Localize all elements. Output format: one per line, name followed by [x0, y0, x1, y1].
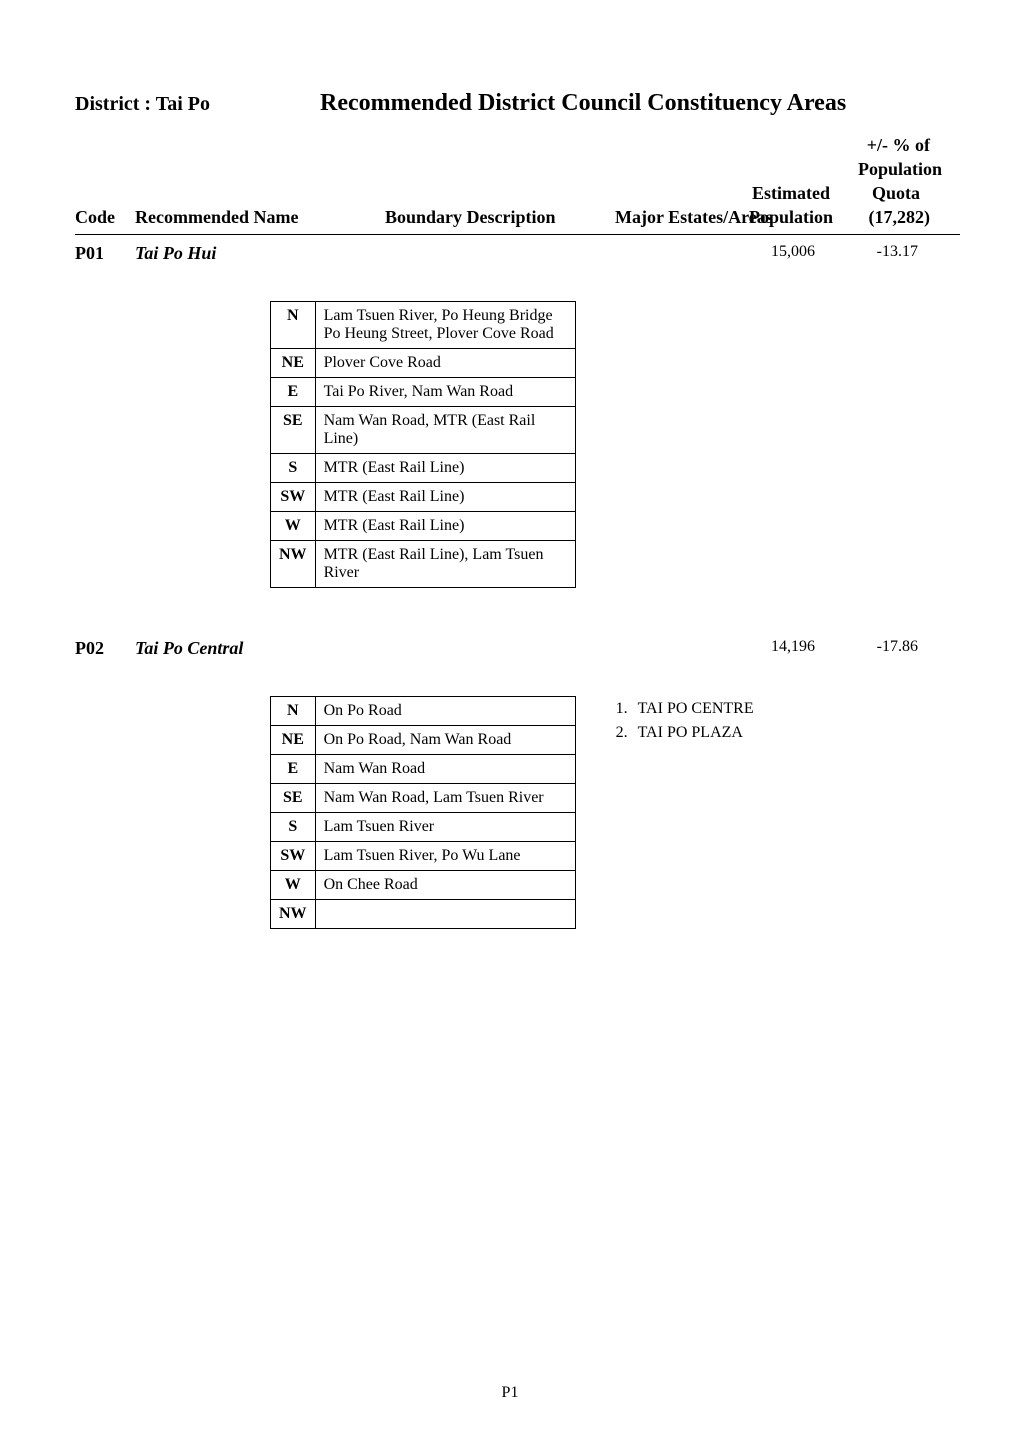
- boundary-row: SLam Tsuen River: [271, 813, 576, 842]
- boundary-description: Plover Cove Road: [315, 349, 575, 378]
- constituency-name: Tai Po Central: [135, 638, 243, 659]
- constituency-block: P02 Tai Po Central 14,196 -17.86 NOn Po Road…: [75, 638, 960, 929]
- boundary-row: SWMTR (East Rail Line): [271, 483, 576, 512]
- constituency-name: Tai Po Hui: [135, 243, 216, 264]
- boundary-description: Nam Wan Road, MTR (East Rail Line): [315, 407, 575, 454]
- header-row: District : Tai Po Recommended District C…: [75, 90, 960, 117]
- constituency-pct: -13.17: [877, 243, 918, 261]
- boundary-direction: SW: [271, 483, 316, 512]
- boundary-direction: E: [271, 755, 316, 784]
- constituency-header: P02 Tai Po Central 14,196 -17.86: [75, 638, 960, 666]
- boundary-description: MTR (East Rail Line), Lam Tsuen River: [315, 541, 575, 588]
- boundary-direction: NW: [271, 541, 316, 588]
- boundary-row: WOn Chee Road: [271, 871, 576, 900]
- boundary-direction: NE: [271, 726, 316, 755]
- column-headers: +/- % of Population Estimated Quota Code…: [75, 135, 960, 235]
- boundary-description: Lam Tsuen River: [315, 813, 575, 842]
- boundary-row: NWMTR (East Rail Line), Lam Tsuen River: [271, 541, 576, 588]
- boundary-direction: W: [271, 871, 316, 900]
- boundary-direction: SW: [271, 842, 316, 871]
- boundary-description: Tai Po River, Nam Wan Road: [315, 378, 575, 407]
- header-estimated: Estimated: [752, 183, 830, 204]
- boundary-row: SENam Wan Road, Lam Tsuen River: [271, 784, 576, 813]
- district-label: District : Tai Po: [75, 93, 210, 116]
- page-number: P1: [0, 1384, 1020, 1402]
- boundary-row: NEPlover Cove Road: [271, 349, 576, 378]
- boundary-row: NOn Po Road: [271, 697, 576, 726]
- boundary-direction: N: [271, 302, 316, 349]
- estate-name: TAI PO PLAZA: [638, 724, 743, 742]
- constituencies-container: P01Tai Po Hui15,006-13.17NLam Tsuen Rive…: [75, 243, 960, 929]
- constituency-population: 15,006: [771, 243, 815, 261]
- boundary-description: [315, 900, 575, 929]
- estate-number: 1.: [616, 700, 638, 718]
- boundary-description: Lam Tsuen River, Po Heung BridgePo Heung…: [315, 302, 575, 349]
- estate-row: 2.TAI PO PLAZA: [616, 724, 754, 742]
- boundary-direction: NW: [271, 900, 316, 929]
- boundary-description: On Po Road: [315, 697, 575, 726]
- header-quota-value: (17,282): [869, 207, 931, 228]
- boundary-description: On Chee Road: [315, 871, 575, 900]
- boundary-row: ENam Wan Road: [271, 755, 576, 784]
- boundary-direction: SE: [271, 784, 316, 813]
- boundary-description: Nam Wan Road: [315, 755, 575, 784]
- estate-number: 2.: [616, 724, 638, 742]
- constituency-population: 14,196: [771, 638, 815, 656]
- boundary-direction: N: [271, 697, 316, 726]
- boundary-description: MTR (East Rail Line): [315, 512, 575, 541]
- header-code: Code: [75, 207, 115, 228]
- header-name: Recommended Name: [135, 207, 298, 228]
- constituency-code: P02: [75, 638, 104, 659]
- boundary-row: ETai Po River, Nam Wan Road: [271, 378, 576, 407]
- header-boundary: Boundary Description: [385, 207, 556, 228]
- boundary-table: NLam Tsuen River, Po Heung BridgePo Heun…: [270, 301, 576, 588]
- boundary-description: Nam Wan Road, Lam Tsuen River: [315, 784, 575, 813]
- boundary-direction: S: [271, 813, 316, 842]
- boundary-direction: W: [271, 512, 316, 541]
- boundary-row: NEOn Po Road, Nam Wan Road: [271, 726, 576, 755]
- constituency-body: NOn Po RoadNEOn Po Road, Nam Wan RoadENa…: [270, 696, 960, 929]
- constituency-code: P01: [75, 243, 104, 264]
- estates-column: 1.TAI PO CENTRE2.TAI PO PLAZA: [616, 696, 754, 748]
- header-population: Population: [858, 159, 942, 180]
- boundary-direction: S: [271, 454, 316, 483]
- boundary-description: MTR (East Rail Line): [315, 454, 575, 483]
- boundary-description: On Po Road, Nam Wan Road: [315, 726, 575, 755]
- boundary-row: WMTR (East Rail Line): [271, 512, 576, 541]
- constituency-block: P01 Tai Po Hui 15,006 -13.17 NLam Tsuen Rive…: [75, 243, 960, 588]
- boundary-row: SWLam Tsuen River, Po Wu Lane: [271, 842, 576, 871]
- boundary-table: NOn Po RoadNEOn Po Road, Nam Wan RoadENa…: [270, 696, 576, 929]
- constituency-body: NLam Tsuen River, Po Heung BridgePo Heun…: [270, 301, 960, 588]
- boundary-direction: SE: [271, 407, 316, 454]
- estate-row: 1.TAI PO CENTRE: [616, 700, 754, 718]
- boundary-description: Lam Tsuen River, Po Wu Lane: [315, 842, 575, 871]
- boundary-direction: E: [271, 378, 316, 407]
- boundary-row: NLam Tsuen River, Po Heung BridgePo Heun…: [271, 302, 576, 349]
- estate-name: TAI PO CENTRE: [638, 700, 754, 718]
- header-pct-of: +/- % of: [867, 135, 930, 156]
- constituency-pct: -17.86: [877, 638, 918, 656]
- main-title: Recommended District Council Constituenc…: [320, 90, 846, 117]
- boundary-direction: NE: [271, 349, 316, 378]
- constituency-header: P01 Tai Po Hui 15,006 -13.17: [75, 243, 960, 271]
- header-est-population: Population: [749, 207, 833, 228]
- header-quota: Quota: [872, 183, 920, 204]
- boundary-row: SMTR (East Rail Line): [271, 454, 576, 483]
- boundary-row: SENam Wan Road, MTR (East Rail Line): [271, 407, 576, 454]
- boundary-description: MTR (East Rail Line): [315, 483, 575, 512]
- boundary-row: NW: [271, 900, 576, 929]
